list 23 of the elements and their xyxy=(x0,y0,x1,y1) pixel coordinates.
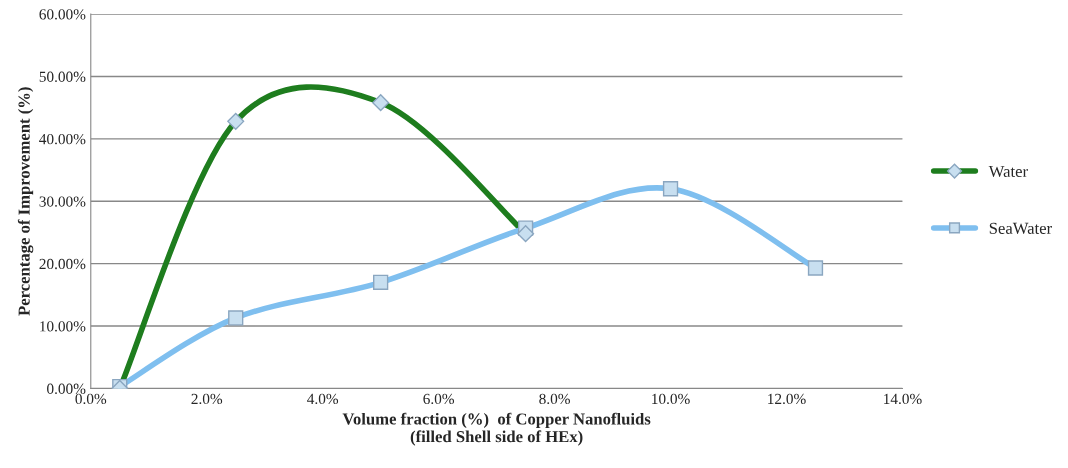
y-axis-title: Percentage of Improvement (%) xyxy=(17,87,34,316)
y-tick-label: 40.00% xyxy=(39,133,86,145)
x-axis-title: Volume fraction (%) of Copper Nanofluids (filled Shell side of HEx) xyxy=(342,412,651,446)
y-tick-label: 30.00% xyxy=(39,196,86,207)
x-tick-label: 14.0% xyxy=(884,393,922,405)
y-tick-label: 60.00% xyxy=(39,9,86,20)
x-tick-label: 8.0% xyxy=(539,393,570,405)
x-tick-label: 12.0% xyxy=(768,393,806,405)
point xyxy=(662,181,679,197)
y-tick-label: 50.00% xyxy=(39,71,86,82)
point xyxy=(228,310,244,326)
legend-label: SeaWater xyxy=(989,222,1052,234)
point xyxy=(373,274,389,290)
legend-label: Water xyxy=(988,165,1028,178)
y-tick-label: 0.00% xyxy=(47,383,86,394)
x-tick-label: 4.0% xyxy=(307,393,339,405)
x-tick-label: 6.0% xyxy=(423,393,455,405)
x-tick-label: 0.0% xyxy=(75,393,107,405)
y-tick-label: 20.00% xyxy=(39,258,86,270)
x-tick-label: 2.0% xyxy=(191,393,223,405)
y-tick-label: 10.00% xyxy=(40,321,86,332)
point xyxy=(807,260,824,276)
x-tick-label: 10.0% xyxy=(652,393,690,405)
